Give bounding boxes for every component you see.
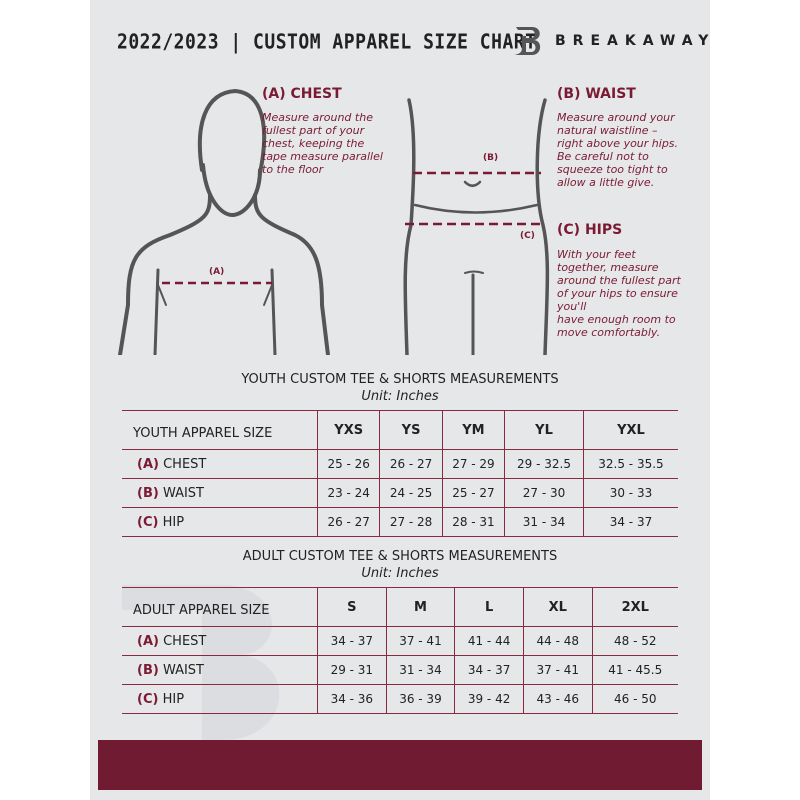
footer-bar bbox=[98, 740, 702, 790]
measurement-code: (A) bbox=[137, 456, 159, 472]
measurement-name: CHEST bbox=[163, 633, 207, 649]
size-column-header: YXS bbox=[316, 410, 380, 450]
measurement-value: 32.5 - 35.5 bbox=[582, 449, 678, 479]
measurement-value: 36 - 39 bbox=[385, 684, 455, 714]
size-column-header: YM bbox=[441, 410, 505, 450]
measurement-value: 34 - 37 bbox=[454, 655, 524, 685]
measurement-value: 27 - 30 bbox=[504, 478, 584, 508]
table-header-row: ADULT APPAREL SIZE S M L XL 2XL bbox=[122, 587, 678, 627]
chest-heading: (A) CHEST bbox=[262, 86, 342, 102]
measurement-name: HIP bbox=[162, 514, 185, 530]
page-title: 2022/2023 | CUSTOM APPAREL SIZE CHART bbox=[117, 30, 537, 55]
size-column-header: YXL bbox=[582, 410, 678, 450]
measurement-value: 31 - 34 bbox=[385, 655, 455, 685]
measurement-name: WAIST bbox=[162, 485, 205, 501]
measurement-value: 41 - 45.5 bbox=[591, 655, 678, 685]
measurement-name: CHEST bbox=[163, 456, 207, 472]
measurement-value: 27 - 29 bbox=[441, 449, 505, 479]
measurement-value: 23 - 24 bbox=[316, 478, 380, 508]
measurement-value: 25 - 27 bbox=[441, 478, 505, 508]
size-column-header: 2XL bbox=[591, 587, 678, 627]
measurement-value: 31 - 34 bbox=[504, 507, 584, 537]
measurement-code: (C) bbox=[137, 514, 159, 530]
waist-marker: (B) bbox=[483, 153, 499, 163]
breakaway-logo bbox=[514, 27, 541, 55]
measurement-value: 28 - 31 bbox=[441, 507, 505, 537]
lower-body-figure bbox=[403, 98, 550, 355]
waist-heading: (B) WAIST bbox=[557, 86, 636, 102]
measurement-value: 26 - 27 bbox=[316, 507, 380, 537]
table-row: (C) HIP 26 - 27 27 - 28 28 - 31 31 - 34 34 - … bbox=[122, 507, 678, 537]
size-label-header: ADULT APPAREL SIZE bbox=[122, 587, 318, 627]
measurement-value: 29 - 31 bbox=[317, 655, 387, 685]
table-header-row: YOUTH APPAREL SIZE YXS YS YM YL YXL bbox=[122, 410, 678, 450]
measurement-code: (B) bbox=[137, 662, 159, 678]
measurement-value: 26 - 27 bbox=[379, 449, 443, 479]
measurement-value: 46 - 50 bbox=[591, 684, 678, 714]
table-row: (A) CHEST 25 - 26 26 - 27 27 - 29 29 - 32.5 3… bbox=[122, 449, 678, 479]
measurement-label: (B) WAIST bbox=[122, 478, 318, 508]
measurement-label: (A) CHEST bbox=[122, 449, 318, 479]
upper-body-figure bbox=[118, 88, 330, 355]
measurement-name: HIP bbox=[162, 691, 185, 707]
size-label-header: YOUTH APPAREL SIZE bbox=[122, 410, 318, 450]
measurement-value: 24 - 25 bbox=[379, 478, 443, 508]
youth-table-title: YOUTH CUSTOM TEE & SHORTS MEASUREMENTS bbox=[241, 372, 559, 387]
hips-description: With your feet together, measure around th… bbox=[557, 248, 681, 339]
adult-table-title: ADULT CUSTOM TEE & SHORTS MEASUREMENTS bbox=[242, 549, 558, 564]
measurement-value: 27 - 28 bbox=[379, 507, 443, 537]
measurement-value: 44 - 48 bbox=[522, 626, 593, 656]
measurement-value: 34 - 37 bbox=[582, 507, 678, 537]
measurement-label: (C) HIP bbox=[122, 507, 318, 537]
youth-unit: Unit: Inches bbox=[361, 389, 439, 404]
table-row: (B) WAIST 23 - 24 24 - 25 25 - 27 27 - 30 30 … bbox=[122, 478, 678, 508]
chest-description: Measure around the fullest part of your ch… bbox=[262, 111, 383, 176]
size-column-header: YL bbox=[504, 410, 584, 450]
measurement-value: 34 - 37 bbox=[317, 626, 387, 656]
measurement-value: 39 - 42 bbox=[454, 684, 524, 714]
hips-heading: (C) HIPS bbox=[557, 222, 623, 238]
chest-marker: (A) bbox=[209, 267, 225, 277]
size-column-header: M bbox=[385, 587, 455, 627]
measurement-value: 29 - 32.5 bbox=[504, 449, 584, 479]
measurement-value: 37 - 41 bbox=[385, 626, 455, 656]
measurement-value: 43 - 46 bbox=[522, 684, 593, 714]
brand-name: BREAKAWAY bbox=[555, 33, 716, 49]
measurement-code: (B) bbox=[137, 485, 159, 501]
measurement-value: 41 - 44 bbox=[454, 626, 524, 656]
measurement-code: (A) bbox=[137, 633, 159, 649]
size-column-header: XL bbox=[522, 587, 593, 627]
measurement-value: 37 - 41 bbox=[522, 655, 593, 685]
size-column-header: S bbox=[317, 587, 387, 627]
size-column-header: L bbox=[454, 587, 524, 627]
waist-description: Measure around your natural waistline – ri… bbox=[557, 111, 679, 189]
measurement-label: (A) CHEST bbox=[122, 626, 318, 656]
measurement-value: 48 - 52 bbox=[591, 626, 678, 656]
table-row: (A) CHEST 34 - 37 37 - 41 41 - 44 44 - 48 48 … bbox=[122, 626, 678, 656]
hips-marker: (C) bbox=[520, 231, 535, 241]
adult-unit: Unit: Inches bbox=[361, 566, 439, 581]
youth-size-table: YOUTH APPAREL SIZE YXS YS YM YL YXL (A) CHEST 2… bbox=[122, 410, 678, 537]
measurement-name: WAIST bbox=[162, 662, 205, 678]
measurement-label: (C) HIP bbox=[122, 684, 318, 714]
measurement-label: (B) WAIST bbox=[122, 655, 318, 685]
table-row: (C) HIP 34 - 36 36 - 39 39 - 42 43 - 46 46 - … bbox=[122, 684, 678, 714]
measurement-value: 30 - 33 bbox=[582, 478, 678, 508]
adult-size-table: ADULT APPAREL SIZE S M L XL 2XL (A) CHEST 34 - … bbox=[122, 587, 678, 714]
size-column-header: YS bbox=[379, 410, 443, 450]
table-row: (B) WAIST 29 - 31 31 - 34 34 - 37 37 - 41 41 … bbox=[122, 655, 678, 685]
measurement-value: 34 - 36 bbox=[317, 684, 387, 714]
measurement-code: (C) bbox=[137, 691, 159, 707]
measurement-value: 25 - 26 bbox=[316, 449, 380, 479]
